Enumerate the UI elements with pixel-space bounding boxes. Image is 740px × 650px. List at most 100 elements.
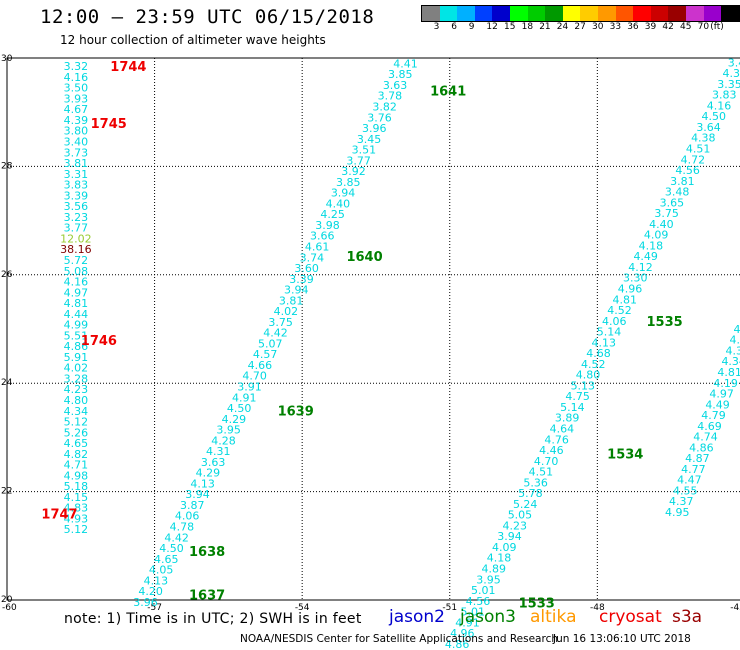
wave-height-value: 4.31 bbox=[206, 445, 231, 458]
wave-height-value: 4.44 bbox=[64, 308, 89, 321]
color-swatch bbox=[439, 6, 458, 21]
wave-height-value: 4.09 bbox=[644, 229, 669, 242]
color-swatch bbox=[633, 6, 651, 21]
wave-height-value: 5.91 bbox=[64, 351, 89, 364]
wave-height-value: 4.38 bbox=[691, 132, 716, 145]
wave-height-value: 4.83 bbox=[64, 502, 89, 515]
wave-height-value: 4.13 bbox=[592, 336, 617, 349]
legend-jason3: jason3 bbox=[460, 607, 516, 627]
wave-height-value: 4.23 bbox=[502, 519, 527, 532]
color-scale-label: (ft) bbox=[710, 22, 724, 32]
wave-height-value: 38.16 bbox=[60, 243, 92, 256]
wave-height-value: 3.63 bbox=[383, 79, 408, 92]
color-scale-label: 30 bbox=[592, 22, 604, 32]
longitude-tick-label: -45 bbox=[730, 603, 740, 613]
wave-height-value: 4.06 bbox=[175, 510, 200, 523]
wave-height-value: 5.12 bbox=[64, 416, 89, 429]
wave-height-value: 12.02 bbox=[60, 232, 92, 245]
wave-height-value: 4.96 bbox=[618, 282, 643, 295]
wave-height-value: 3.87 bbox=[180, 499, 205, 512]
pass-time-label: 1641 bbox=[430, 85, 466, 100]
color-scale-label: 18 bbox=[521, 22, 534, 32]
color-scale-label: 24 bbox=[556, 22, 569, 32]
wave-height-value: 4.65 bbox=[64, 437, 89, 450]
wave-height-value: 3.92 bbox=[341, 165, 366, 178]
color-scale-label: 36 bbox=[627, 22, 639, 32]
wave-height-value: 3.39 bbox=[64, 189, 89, 202]
wave-height-value: 5.01 bbox=[471, 584, 496, 597]
wave-height-value: 4.86 bbox=[64, 340, 89, 353]
wave-height-value: 4.51 bbox=[686, 142, 711, 155]
wave-height-value: 4.65 bbox=[154, 553, 179, 566]
wave-height-value: 4.39 bbox=[734, 323, 740, 336]
wave-height-value: 3.95 bbox=[216, 424, 241, 437]
wave-height-value: 3.89 bbox=[555, 412, 580, 425]
wave-height-value: 4.95 bbox=[665, 506, 690, 519]
wave-height-value: 5.26 bbox=[64, 426, 89, 439]
wave-height-value: 4.20 bbox=[138, 585, 163, 598]
longitude-tick-label: -54 bbox=[295, 603, 310, 613]
pass-time-label: 1533 bbox=[519, 597, 555, 612]
wave-height-value: 3.60 bbox=[294, 262, 319, 275]
color-scale-label: 12 bbox=[486, 22, 498, 32]
wave-height-value: 3.76 bbox=[367, 111, 392, 124]
latitude-tick-label: 24 bbox=[1, 378, 13, 388]
wave-height-value: 3.35 bbox=[717, 78, 740, 91]
wave-height-value: 3.28 bbox=[64, 372, 89, 385]
wave-height-value: 4.49 bbox=[705, 398, 730, 411]
wave-height-value: 3.65 bbox=[660, 196, 685, 209]
wave-height-value: 3.64 bbox=[696, 121, 721, 134]
color-scale-label: 21 bbox=[539, 22, 551, 32]
pass-time-label: 1637 bbox=[189, 589, 225, 604]
wave-height-value: 3.77 bbox=[346, 154, 371, 167]
wave-height-value: 3.83 bbox=[712, 89, 737, 102]
wave-height-value: 4.06 bbox=[602, 315, 627, 328]
wave-height-value: 4.68 bbox=[586, 347, 611, 360]
wave-height-value: 4.82 bbox=[64, 448, 89, 461]
color-swatch bbox=[721, 6, 739, 21]
wave-height-value: 3.45 bbox=[357, 133, 382, 146]
wave-height-value: 3.43 bbox=[728, 56, 740, 69]
color-swatch bbox=[509, 6, 528, 21]
color-swatch bbox=[668, 6, 686, 21]
footer-credit: NOAA/NESDIS Center for Satellite Applica… bbox=[240, 633, 558, 645]
wave-height-value: 4.15 bbox=[64, 491, 89, 504]
wave-height-value: 4.18 bbox=[487, 552, 512, 565]
wave-height-value: 3.40 bbox=[64, 136, 89, 149]
wave-height-value: 3.63 bbox=[201, 456, 226, 469]
color-scale-label: 3 bbox=[433, 22, 440, 32]
wave-height-value: 4.96 bbox=[450, 627, 475, 640]
wave-height-value: 4.40 bbox=[649, 218, 674, 231]
wave-height-value: 4.02 bbox=[274, 305, 299, 318]
wave-height-value: 4.12 bbox=[628, 261, 653, 274]
legend-s3a: s3a bbox=[672, 607, 703, 627]
wave-height-value: 3.91 bbox=[237, 381, 262, 394]
wave-height-value: 5.05 bbox=[508, 509, 533, 522]
wave-height-value: 4.40 bbox=[326, 197, 351, 210]
wave-height-value: 4.80 bbox=[64, 394, 89, 407]
color-swatch bbox=[422, 6, 440, 21]
wave-height-value: 4.74 bbox=[693, 431, 718, 444]
wave-height-value: 4.20 bbox=[730, 334, 740, 347]
wave-height-value: 4.64 bbox=[550, 423, 575, 436]
wave-height-value: 4.29 bbox=[222, 413, 247, 426]
wave-height-value: 4.23 bbox=[64, 383, 89, 396]
wave-height-value: 3.75 bbox=[654, 207, 679, 220]
wave-height-value: 4.70 bbox=[242, 370, 267, 383]
legend-altika: altika bbox=[530, 607, 577, 627]
wave-height-value: 4.13 bbox=[144, 574, 169, 587]
wave-height-value: 4.66 bbox=[248, 359, 273, 372]
wave-height-value: 4.81 bbox=[64, 297, 89, 310]
wave-height-value: 3.83 bbox=[64, 179, 89, 192]
pass-time-label: 1535 bbox=[647, 315, 683, 330]
color-scale-label: 70 bbox=[697, 22, 710, 32]
wave-height-value: 5.78 bbox=[518, 487, 543, 500]
wave-height-value: 4.42 bbox=[164, 531, 189, 544]
wave-height-value: 4.52 bbox=[607, 304, 632, 317]
pass-time-label: 1639 bbox=[278, 404, 314, 419]
wave-height-value: 3.98 bbox=[315, 219, 340, 232]
wave-height-value: 4.76 bbox=[544, 433, 569, 446]
wave-height-value: 3.74 bbox=[300, 251, 325, 264]
wave-height-value: 4.19 bbox=[713, 377, 738, 390]
